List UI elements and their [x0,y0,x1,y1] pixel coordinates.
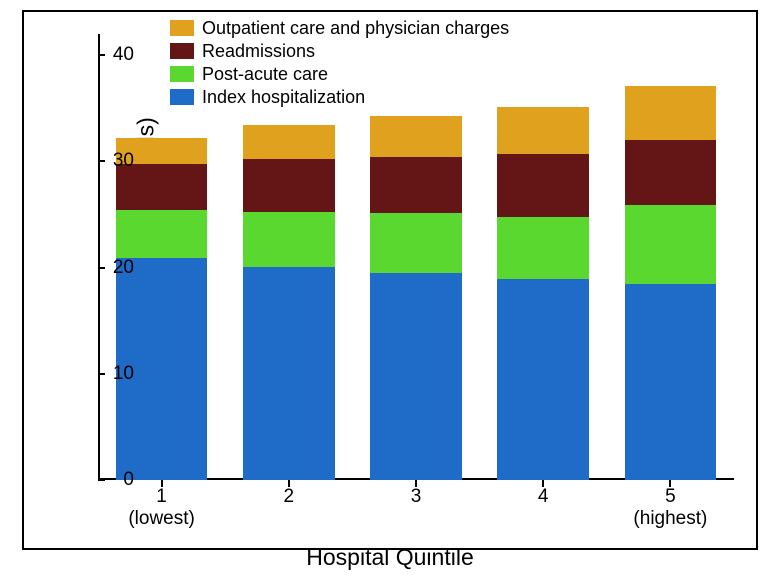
legend-row: Post-acute care [170,63,509,85]
bar-group [497,34,589,480]
y-tick-mark [98,373,105,375]
y-tick-label: 10 [113,363,134,385]
bar-segment [497,279,589,480]
legend-swatch [170,43,194,59]
y-tick-label: 40 [113,44,134,66]
bar-segment [497,107,589,154]
bar-segment [243,125,335,159]
x-tick-label: 5 [665,486,676,508]
legend-swatch [170,89,194,105]
x-tick-label: 3 [411,486,422,508]
bar-group [625,34,717,480]
x-axis-title: Hospital Quintile [306,544,473,571]
bar-segment [243,267,335,480]
x-tick-sublabel: (lowest) [128,508,195,530]
legend-swatch [170,20,194,36]
legend-swatch [170,66,194,82]
legend-row: Outpatient care and physician charges [170,17,509,39]
bar-segment [497,217,589,280]
legend-label: Readmissions [202,40,315,62]
bar-segment [625,140,717,205]
x-tick-sublabel: (highest) [633,508,707,530]
y-tick-mark [98,267,105,269]
y-tick-label: 30 [113,150,134,172]
legend-label: Post-acute care [202,63,328,85]
bar-segment [625,205,717,284]
bar-segment [370,213,462,272]
bar-segment [625,86,717,140]
bar-segment [497,154,589,217]
legend-label: Outpatient care and physician charges [202,17,509,39]
x-tick-label: 4 [538,486,549,508]
y-tick-mark [98,479,105,481]
bar-segment [370,273,462,480]
bar-segment [243,159,335,212]
legend-row: Index hospitalization [170,86,509,108]
y-tick-label: 20 [113,257,134,279]
y-tick-mark [98,54,105,56]
x-tick-label: 1 [156,486,167,508]
y-tick-label: 0 [123,469,134,491]
bar-segment [370,116,462,157]
x-tick-label: 2 [284,486,295,508]
y-tick-mark [98,160,105,162]
bar-segment [625,284,717,480]
legend: Outpatient care and physician chargesRea… [170,17,509,109]
bar-segment [243,212,335,266]
chart-container: Payments ($, thousands) Hospital Quintil… [0,0,780,575]
legend-label: Index hospitalization [202,86,365,108]
bar-segment [370,157,462,213]
bar-segment [116,210,208,258]
legend-row: Readmissions [170,40,509,62]
